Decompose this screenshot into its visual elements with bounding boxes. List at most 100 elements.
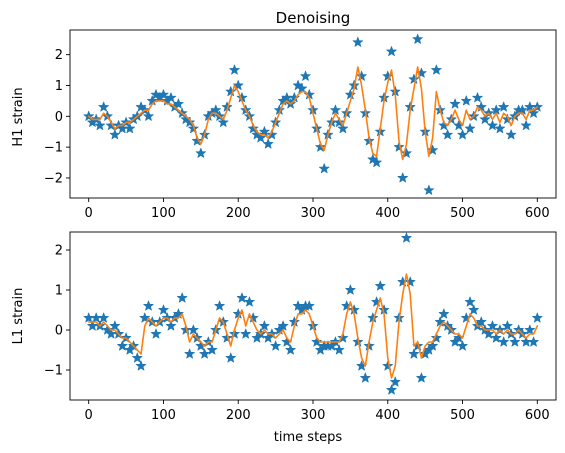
h1-star-point	[520, 120, 532, 131]
l1-star-point	[173, 308, 184, 319]
l1-star-point	[487, 320, 498, 331]
h1-plot-area: 0 100 200 300 400 500 600 −2 −1 0 1 2	[44, 29, 557, 221]
h1-x-tick-label: 600	[525, 206, 550, 221]
h1-x-tick-label: 400	[375, 206, 400, 221]
l1-star-point	[132, 352, 143, 363]
l1-star-point	[438, 308, 450, 319]
l1-star-point	[509, 336, 521, 347]
h1-star-point	[386, 46, 397, 57]
h1-star-point	[397, 172, 408, 183]
h1-star-point	[184, 116, 195, 127]
h1-star-point	[210, 104, 222, 115]
h1-star-point	[143, 110, 154, 121]
l1-star-point	[259, 320, 270, 331]
l1-star-point	[382, 360, 394, 371]
h1-star-point	[247, 123, 259, 134]
l1-star-point	[528, 336, 539, 347]
l1-star-point	[285, 344, 296, 355]
l1-star-point	[333, 344, 345, 355]
h1-denoised-line	[87, 66, 539, 161]
h1-star-point	[490, 104, 502, 115]
l1-star-point	[490, 332, 502, 343]
h1-star-point	[438, 120, 450, 131]
h1-star-point	[333, 116, 345, 127]
l1-star-point	[468, 304, 479, 315]
l1-star-point	[427, 340, 438, 351]
h1-star-point	[472, 92, 483, 103]
l1-star-point	[270, 340, 281, 351]
h1-star-point	[318, 163, 330, 174]
l1-star-point	[337, 332, 349, 343]
l1-star-point	[135, 360, 147, 371]
l1-star-point	[375, 280, 386, 291]
l1-panel: L1 strain time steps 0 100 200 300 400 500 600…	[11, 231, 557, 445]
l1-star-point	[236, 292, 248, 303]
h1-star-point	[408, 73, 420, 84]
h1-x-tick-label: 0	[85, 206, 93, 221]
h1-star-point	[442, 129, 453, 140]
l1-star-point	[498, 336, 509, 347]
h1-star-point	[229, 64, 240, 75]
l1-star-point	[457, 340, 468, 351]
h1-star-point	[505, 129, 517, 140]
h1-star-point	[165, 92, 177, 103]
h1-star-point	[255, 132, 266, 143]
l1-star-point	[416, 372, 427, 383]
l1-star-point	[240, 328, 251, 339]
h1-x-tick-label: 300	[301, 206, 326, 221]
h1-star-point	[173, 98, 184, 109]
l1-star-point	[176, 292, 188, 303]
h1-star-point	[94, 120, 106, 131]
h1-y-tick-label: −1	[44, 141, 63, 156]
l1-x-tick-label: 100	[151, 408, 176, 423]
x-axis-label: time steps	[274, 430, 343, 445]
h1-star-point	[124, 123, 136, 134]
l1-star-point	[431, 332, 442, 343]
l1-star-point	[221, 332, 233, 343]
h1-star-point	[225, 86, 236, 97]
h1-star-point	[259, 126, 270, 137]
h1-panel: Denoising H1 strain 0 100 200 300 400 500 600 −…	[11, 9, 557, 221]
l1-y-tick-label: −1	[44, 364, 63, 379]
l1-star-point	[404, 276, 416, 287]
h1-star-point	[431, 64, 442, 75]
l1-star-point	[229, 328, 240, 339]
l1-x-tick-label: 300	[301, 408, 326, 423]
l1-denoised-line	[87, 273, 539, 379]
h1-star-point	[109, 129, 121, 140]
l1-x-tick-label: 400	[375, 408, 400, 423]
chart-title: Denoising	[276, 9, 351, 27]
h1-star-point	[266, 129, 278, 140]
l1-star-point	[143, 300, 154, 311]
h1-star-point	[315, 141, 326, 152]
l1-star-point	[165, 320, 177, 331]
l1-star-point	[195, 340, 207, 351]
h1-star-point	[218, 116, 229, 127]
l1-star-point	[434, 316, 446, 327]
l1-star-point	[98, 312, 109, 323]
h1-star-point	[330, 104, 341, 115]
l1-y-tick-label: 1	[55, 284, 63, 299]
h1-star-point	[464, 123, 476, 134]
h1-star-point	[412, 33, 423, 44]
h1-x-tick-label: 200	[226, 206, 251, 221]
l1-y-tick-label: 0	[55, 324, 63, 339]
l1-star-point	[483, 328, 494, 339]
l1-star-point	[184, 348, 195, 359]
h1-star-point	[191, 135, 203, 146]
l1-y-axis-label: L1 strain	[11, 288, 26, 345]
l1-marks	[83, 232, 543, 395]
h1-y-tick-label: −2	[44, 171, 63, 186]
h1-star-point	[461, 95, 472, 106]
l1-star-point	[206, 344, 218, 355]
l1-star-point	[199, 348, 210, 359]
l1-star-point	[345, 284, 356, 295]
l1-star-point	[532, 312, 543, 323]
l1-star-point	[158, 304, 169, 315]
h1-x-tick-label: 100	[151, 206, 176, 221]
h1-star-point	[371, 157, 382, 168]
h1-y-tick-label: 1	[55, 79, 63, 94]
h1-x-tick-label: 500	[450, 206, 475, 221]
l1-star-point	[304, 300, 315, 311]
h1-y-tick-label: 0	[55, 110, 63, 125]
